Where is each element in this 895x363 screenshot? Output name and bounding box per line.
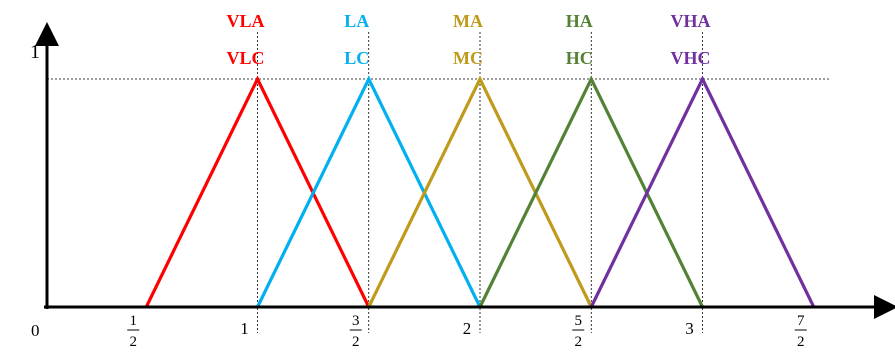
series-label-bottom: VLC xyxy=(226,48,264,68)
x-tick-denominator: 2 xyxy=(575,334,583,350)
x-tick-label: 3 xyxy=(685,319,694,338)
x-tick-numerator: 1 xyxy=(130,313,138,329)
series-label-bottom: MC xyxy=(453,48,483,68)
series-line-ma xyxy=(367,75,593,308)
series-label-bottom: HC xyxy=(566,48,593,68)
x-tick-labels: 121 322 523 72 xyxy=(127,313,807,350)
series-label-bottom: VHC xyxy=(671,48,711,68)
x-tick-numerator: 5 xyxy=(575,313,583,329)
x-tick-numerator: 3 xyxy=(352,313,360,329)
series-line-vla xyxy=(144,75,371,308)
series-labels: VLA VLC LA LC MA MC HA HC VHA VHC xyxy=(226,11,710,68)
origin-label: 0 xyxy=(31,321,40,340)
x-tick-fraction: 12 xyxy=(127,313,140,350)
series-line-la xyxy=(256,75,482,308)
series-label-top: LA xyxy=(344,11,369,31)
x-tick-label: 2 xyxy=(463,319,472,338)
x-tick-denominator: 2 xyxy=(352,334,360,350)
x-tick-numerator: 7 xyxy=(797,313,805,329)
x-tick-fraction: 72 xyxy=(794,313,807,350)
x-tick-denominator: 2 xyxy=(797,334,805,350)
x-tick-fraction: 52 xyxy=(572,313,585,350)
series-label-top: VHA xyxy=(671,11,711,31)
series-label-top: MA xyxy=(453,11,483,31)
dotted-guides xyxy=(47,32,830,333)
series-label-top: VLA xyxy=(226,11,264,31)
x-tick-fraction: 32 xyxy=(349,313,362,350)
axes xyxy=(35,21,895,319)
series-line-vha xyxy=(589,75,816,308)
x-tick-label: 1 xyxy=(240,319,249,338)
series-label-top: HA xyxy=(566,11,593,31)
series-group xyxy=(144,75,816,308)
y-tick-label-1: 1 xyxy=(30,41,40,63)
series-line-ha xyxy=(478,75,704,308)
series-label-bottom: LC xyxy=(344,48,369,68)
x-tick-denominator: 2 xyxy=(130,334,138,350)
